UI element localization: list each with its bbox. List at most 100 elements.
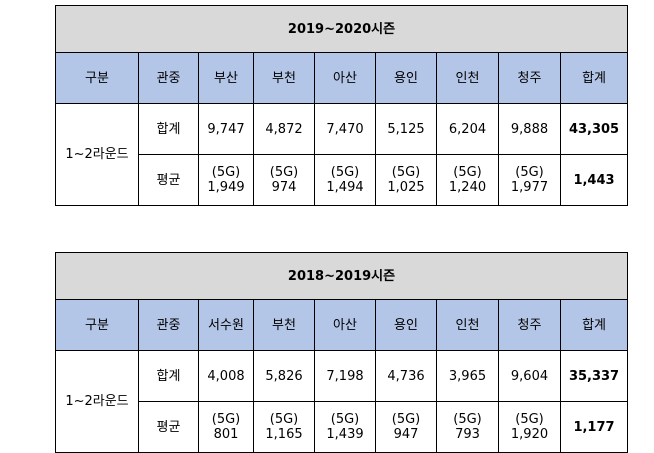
row-label: 합계 bbox=[138, 103, 199, 155]
cell-note: (5G) bbox=[330, 412, 360, 427]
cell-note: (5G) bbox=[515, 412, 544, 427]
data-row: 평균 (5G) 801 (5G) 1,165 (5G) 1,439 (5G) 947 (5G) 79… bbox=[56, 401, 629, 453]
header-cell: 인천 bbox=[436, 299, 499, 351]
header-cell: 인천 bbox=[436, 52, 499, 104]
cell: 1,177 bbox=[559, 401, 629, 453]
row-label: 평균 bbox=[138, 154, 199, 206]
cell-value: 1,443 bbox=[573, 172, 615, 188]
table-title: 2019~2020시즌 bbox=[54, 5, 629, 53]
cell: (5G) 1,025 bbox=[375, 154, 437, 206]
cell: (5G) 974 bbox=[253, 154, 315, 206]
cell-value: 3,965 bbox=[448, 368, 487, 384]
cell-value: 43,305 bbox=[568, 121, 620, 137]
cell: (5G) 793 bbox=[436, 401, 499, 453]
cell-note: (5G) bbox=[391, 165, 421, 180]
cell: 7,198 bbox=[314, 350, 376, 402]
cell-value: 1,240 bbox=[448, 180, 487, 195]
row-label: 합계 bbox=[138, 350, 199, 402]
cell-value: 4,736 bbox=[387, 368, 425, 384]
cell-value: 9,888 bbox=[510, 121, 549, 137]
data-row: 1~2라운드 합계 9,747 4,872 7,470 5,125 6,204 9,888 43… bbox=[55, 103, 629, 206]
cell: (5G) 1,949 bbox=[198, 154, 254, 206]
cell: 4,008 bbox=[198, 350, 254, 402]
header-cell: 서수원 bbox=[198, 299, 254, 351]
cell: 9,604 bbox=[498, 350, 561, 402]
cell-value: 6,204 bbox=[448, 121, 487, 137]
row-group-label: 1~2라운드 bbox=[55, 103, 139, 206]
cell-note: (5G) bbox=[269, 412, 299, 427]
cell-note: (5G) bbox=[453, 412, 482, 427]
header-cell: 부천 bbox=[253, 52, 315, 104]
row-group-label: 1~2라운드 bbox=[55, 350, 139, 453]
cell-value: 1,494 bbox=[326, 180, 364, 195]
cell-value: 1,025 bbox=[387, 180, 425, 195]
cell: 6,204 bbox=[436, 103, 499, 155]
cell-value: 35,337 bbox=[568, 368, 620, 384]
cell-value: 4,008 bbox=[207, 368, 245, 384]
cell-value: 7,198 bbox=[326, 368, 364, 384]
header-cell: 구분 bbox=[55, 52, 139, 104]
cell: (5G) 1,920 bbox=[498, 401, 561, 453]
cell: (5G) 947 bbox=[375, 401, 437, 453]
cell-note: (5G) bbox=[330, 165, 360, 180]
cell: 5,826 bbox=[253, 350, 315, 402]
table-title: 2018~2019시즌 bbox=[54, 252, 629, 300]
cell: 43,305 bbox=[559, 103, 629, 155]
cell: (5G) 1,240 bbox=[436, 154, 499, 206]
header-cell: 부산 bbox=[198, 52, 254, 104]
cell: (5G) 1,977 bbox=[498, 154, 561, 206]
header-cell: 관중 bbox=[138, 52, 199, 104]
cell-note: (5G) bbox=[391, 412, 421, 427]
cell-value: 1,920 bbox=[510, 427, 549, 442]
table: 2018~2019시즌 구분 관중 서수원 부천 아산 용인 인천 청주 합계 1~2라운드 합계 4,… bbox=[54, 252, 629, 453]
cell: 4,736 bbox=[375, 350, 437, 402]
cell-value: 9,604 bbox=[510, 368, 549, 384]
cell-value: 7,470 bbox=[326, 121, 364, 137]
cell: (5G) 801 bbox=[198, 401, 254, 453]
cell: 9,747 bbox=[198, 103, 254, 155]
cell-value: 5,826 bbox=[265, 368, 303, 384]
cell-value: 1,165 bbox=[265, 427, 303, 442]
cell: (5G) 1,439 bbox=[314, 401, 376, 453]
data-row: 1~2라운드 합계 4,008 5,826 7,198 4,736 3,965 9,604 35… bbox=[55, 350, 629, 453]
cell: (5G) 1,494 bbox=[314, 154, 376, 206]
header-row: 구분 관중 서수원 부천 아산 용인 인천 청주 합계 bbox=[55, 299, 629, 351]
cell-value: 9,747 bbox=[207, 121, 245, 137]
header-cell: 아산 bbox=[314, 52, 376, 104]
header-row: 구분 관중 부산 부천 아산 용인 인천 청주 합계 bbox=[55, 52, 629, 104]
table: 2019~2020시즌 구분 관중 부산 부천 아산 용인 인천 청주 합계 1~2라운드 합계 9,7… bbox=[54, 5, 629, 206]
cell-value: 793 bbox=[455, 427, 480, 442]
cell-value: 974 bbox=[271, 180, 297, 195]
cell: (5G) 1,165 bbox=[253, 401, 315, 453]
header-cell: 청주 bbox=[498, 52, 561, 104]
cell-value: 1,439 bbox=[326, 427, 364, 442]
cell-note: (5G) bbox=[453, 165, 482, 180]
header-cell: 아산 bbox=[314, 299, 376, 351]
cell: 3,965 bbox=[436, 350, 499, 402]
cell-value: 1,177 bbox=[573, 419, 615, 435]
title-row: 2019~2020시즌 bbox=[54, 5, 629, 53]
cell: 5,125 bbox=[375, 103, 437, 155]
cell-note: (5G) bbox=[269, 165, 299, 180]
cell-value: 1,977 bbox=[510, 180, 549, 195]
cell: 4,872 bbox=[253, 103, 315, 155]
cell-note: (5G) bbox=[515, 165, 544, 180]
cell-note: (5G) bbox=[211, 165, 241, 180]
title-row: 2018~2019시즌 bbox=[54, 252, 629, 300]
header-cell: 부천 bbox=[253, 299, 315, 351]
header-cell: 용인 bbox=[375, 52, 437, 104]
header-cell: 합계 bbox=[559, 299, 629, 351]
cell-note: (5G) bbox=[211, 412, 241, 427]
cell: 7,470 bbox=[314, 103, 376, 155]
cell-value: 801 bbox=[213, 427, 239, 442]
header-cell: 합계 bbox=[559, 52, 629, 104]
cell: 35,337 bbox=[559, 350, 629, 402]
cell-value: 5,125 bbox=[387, 121, 425, 137]
cell-value: 4,872 bbox=[265, 121, 303, 137]
cell-value: 947 bbox=[393, 427, 419, 442]
cell: 1,443 bbox=[559, 154, 629, 206]
header-cell: 관중 bbox=[138, 299, 199, 351]
header-cell: 청주 bbox=[498, 299, 561, 351]
data-row: 평균 (5G) 1,949 (5G) 974 (5G) 1,494 (5G) 1,025 (5G)… bbox=[56, 154, 629, 206]
